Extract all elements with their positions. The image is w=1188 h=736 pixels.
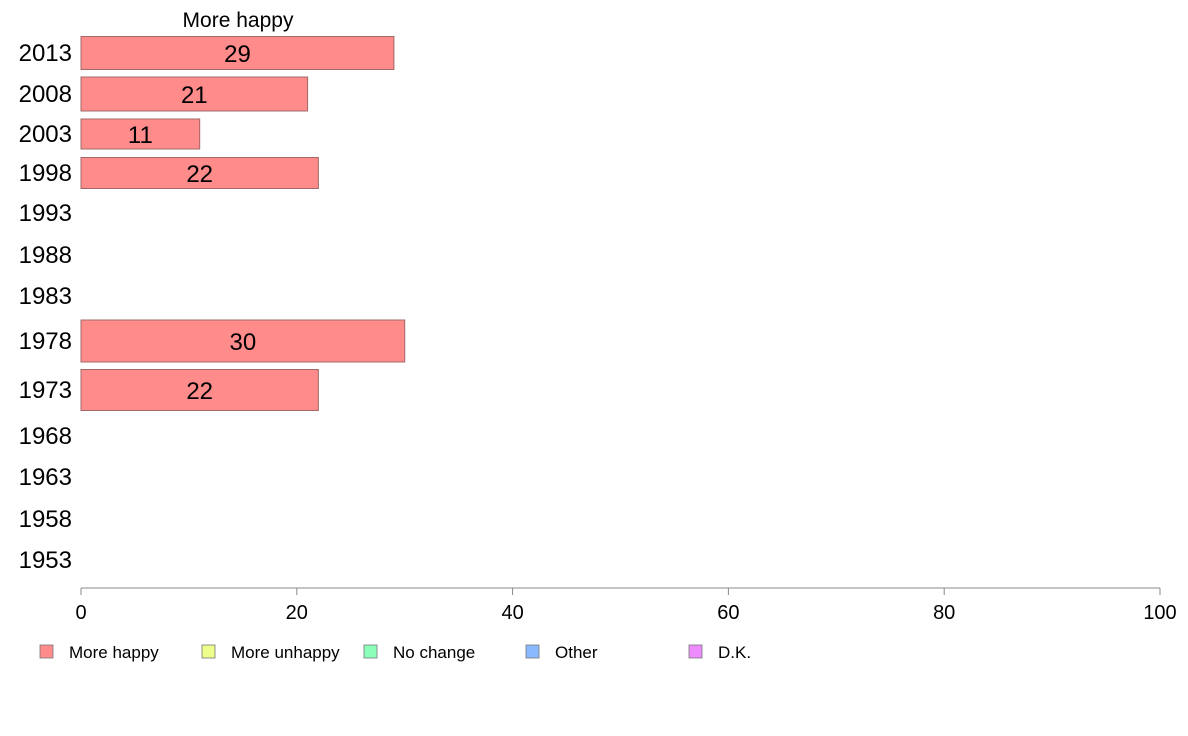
bar xyxy=(80,369,319,411)
year-label: 1953 xyxy=(19,547,72,574)
legend-swatch xyxy=(39,644,54,659)
legend-label: No change xyxy=(393,643,475,662)
legend-swatch xyxy=(201,644,216,659)
year-label: 1988 xyxy=(19,242,72,269)
year-label: 2003 xyxy=(19,121,72,148)
x-tick-label: 0 xyxy=(75,602,86,624)
year-label: 1998 xyxy=(19,160,72,187)
x-tick-label: 60 xyxy=(717,602,739,624)
bar-value-label: 22 xyxy=(186,161,213,188)
x-axis: 0 20 40 60 80 100 xyxy=(75,587,1177,624)
bar-value-label: 11 xyxy=(128,122,153,149)
year-label: 1973 xyxy=(19,377,72,404)
legend-swatch xyxy=(363,644,378,659)
year-label: 1958 xyxy=(19,506,72,533)
legend-label: More unhappy xyxy=(231,643,340,662)
legend-label: Other xyxy=(555,643,598,662)
year-label: 2008 xyxy=(19,81,72,108)
legend: More happy More unhappy No change Other D.K. xyxy=(39,643,751,662)
x-tick-label: 20 xyxy=(286,602,308,624)
year-label: 1968 xyxy=(19,423,72,450)
bar xyxy=(80,36,395,70)
legend-label: More happy xyxy=(69,643,159,662)
bar-value-label: 30 xyxy=(229,329,256,356)
year-label: 1963 xyxy=(19,464,72,491)
legend-label: D.K. xyxy=(718,643,751,662)
year-label: 1983 xyxy=(19,283,72,310)
x-tick-label: 80 xyxy=(933,602,955,624)
bar xyxy=(80,319,406,363)
chart-title: More happy xyxy=(183,9,294,32)
bars-group: 29 21 11 22 30 22 xyxy=(80,36,406,411)
bar xyxy=(80,157,319,189)
x-tick-label: 100 xyxy=(1143,602,1176,624)
x-tick-label: 40 xyxy=(501,602,523,624)
bar-value-label: 29 xyxy=(224,41,251,68)
year-label: 1993 xyxy=(19,200,72,227)
legend-swatch xyxy=(688,644,703,659)
bar-value-label: 22 xyxy=(186,378,213,405)
legend-swatch xyxy=(525,644,540,659)
bar xyxy=(80,118,201,150)
year-label: 1978 xyxy=(19,328,72,355)
year-labels-group: 2013 2008 2003 1998 1993 1988 1983 1978 1973 1968… xyxy=(19,40,72,574)
bar xyxy=(80,76,309,112)
bar-value-label: 21 xyxy=(181,82,208,109)
year-label: 2013 xyxy=(19,40,72,67)
